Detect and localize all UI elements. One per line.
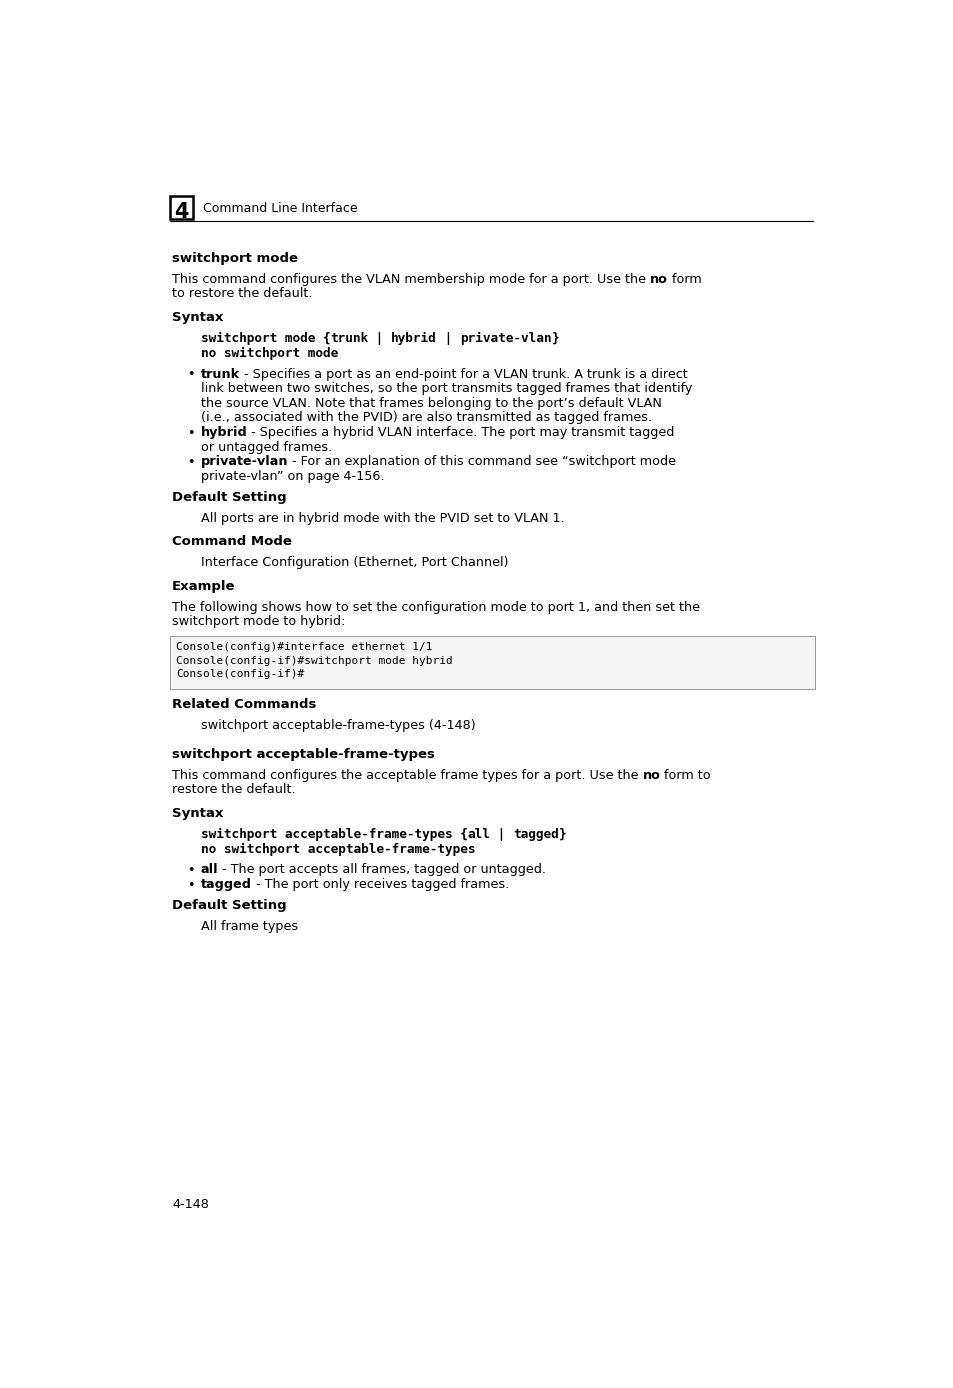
Text: •: • bbox=[187, 368, 194, 382]
Text: |: | bbox=[436, 332, 459, 346]
Text: 4-148: 4-148 bbox=[172, 1198, 209, 1210]
Text: This command configures the VLAN membership mode for a port. Use the: This command configures the VLAN members… bbox=[172, 273, 649, 286]
Text: Interface Configuration (Ethernet, Port Channel): Interface Configuration (Ethernet, Port … bbox=[200, 557, 508, 569]
Text: private-vlan” on page 4-156.: private-vlan” on page 4-156. bbox=[200, 471, 384, 483]
Text: switchport mode {: switchport mode { bbox=[200, 332, 330, 346]
Text: (i.e., associated with the PVID) are also transmitted as tagged frames.: (i.e., associated with the PVID) are als… bbox=[200, 411, 651, 425]
Text: switchport acceptable-frame-types (4-148): switchport acceptable-frame-types (4-148… bbox=[200, 719, 475, 731]
Text: Console(config-if)#: Console(config-if)# bbox=[175, 669, 304, 679]
Text: no switchport mode: no switchport mode bbox=[200, 347, 337, 359]
Text: Syntax: Syntax bbox=[172, 311, 223, 325]
Text: This command configures the acceptable frame types for a port. Use the: This command configures the acceptable f… bbox=[172, 769, 641, 781]
Text: form to: form to bbox=[659, 769, 710, 781]
Text: - The port only receives tagged frames.: - The port only receives tagged frames. bbox=[252, 879, 508, 891]
Text: private-vlan: private-vlan bbox=[200, 455, 288, 468]
Text: tagged: tagged bbox=[513, 829, 558, 841]
Text: •: • bbox=[187, 428, 194, 440]
Text: }: } bbox=[558, 829, 566, 841]
Text: switchport acceptable-frame-types {: switchport acceptable-frame-types { bbox=[200, 829, 467, 841]
Text: All frame types: All frame types bbox=[200, 920, 297, 933]
Text: Command Mode: Command Mode bbox=[172, 536, 292, 548]
Text: The following shows how to set the configuration mode to port 1, and then set th: The following shows how to set the confi… bbox=[172, 601, 700, 613]
Text: form: form bbox=[667, 273, 700, 286]
Text: hybrid: hybrid bbox=[391, 332, 436, 346]
Text: Related Commands: Related Commands bbox=[172, 698, 316, 711]
Text: |: | bbox=[490, 829, 513, 841]
Text: trunk: trunk bbox=[330, 332, 368, 346]
Text: Syntax: Syntax bbox=[172, 808, 223, 820]
Text: switchport acceptable-frame-types: switchport acceptable-frame-types bbox=[172, 748, 435, 761]
Text: restore the default.: restore the default. bbox=[172, 783, 295, 797]
Text: trunk: trunk bbox=[200, 368, 239, 380]
Text: switchport mode to hybrid:: switchport mode to hybrid: bbox=[172, 615, 345, 629]
Text: •: • bbox=[187, 865, 194, 877]
Text: no: no bbox=[649, 273, 667, 286]
Text: switchport mode: switchport mode bbox=[172, 253, 297, 265]
Text: to restore the default.: to restore the default. bbox=[172, 287, 313, 300]
Text: }: } bbox=[551, 332, 558, 346]
Text: 4: 4 bbox=[173, 203, 189, 222]
Text: •: • bbox=[187, 457, 194, 469]
Text: •: • bbox=[187, 879, 194, 892]
Text: no: no bbox=[641, 769, 659, 781]
Text: Default Setting: Default Setting bbox=[172, 491, 286, 504]
Text: All ports are in hybrid mode with the PVID set to VLAN 1.: All ports are in hybrid mode with the PV… bbox=[200, 512, 564, 525]
Text: hybrid: hybrid bbox=[200, 426, 247, 439]
Text: the source VLAN. Note that frames belonging to the port’s default VLAN: the source VLAN. Note that frames belong… bbox=[200, 397, 660, 409]
Text: |: | bbox=[368, 332, 391, 346]
Text: no switchport acceptable-frame-types: no switchport acceptable-frame-types bbox=[200, 843, 475, 855]
Text: Console(config-if)#switchport mode hybrid: Console(config-if)#switchport mode hybri… bbox=[175, 655, 452, 665]
Text: tagged: tagged bbox=[200, 879, 252, 891]
Text: link between two switches, so the port transmits tagged frames that identify: link between two switches, so the port t… bbox=[200, 382, 691, 396]
Text: private-vlan: private-vlan bbox=[459, 332, 551, 346]
FancyBboxPatch shape bbox=[170, 196, 193, 219]
Text: all: all bbox=[467, 829, 490, 841]
Text: all: all bbox=[200, 863, 218, 876]
Text: - For an explanation of this command see “switchport mode: - For an explanation of this command see… bbox=[288, 455, 676, 468]
Text: Command Line Interface: Command Line Interface bbox=[203, 203, 357, 215]
Text: Example: Example bbox=[172, 580, 235, 593]
Text: - Specifies a port as an end-point for a VLAN trunk. A trunk is a direct: - Specifies a port as an end-point for a… bbox=[239, 368, 687, 380]
Text: - The port accepts all frames, tagged or untagged.: - The port accepts all frames, tagged or… bbox=[218, 863, 546, 876]
Text: Default Setting: Default Setting bbox=[172, 899, 286, 912]
FancyBboxPatch shape bbox=[170, 636, 815, 688]
Text: Console(config)#interface ethernet 1/1: Console(config)#interface ethernet 1/1 bbox=[175, 641, 432, 651]
Text: or untagged frames.: or untagged frames. bbox=[200, 440, 332, 454]
Text: - Specifies a hybrid VLAN interface. The port may transmit tagged: - Specifies a hybrid VLAN interface. The… bbox=[247, 426, 674, 439]
